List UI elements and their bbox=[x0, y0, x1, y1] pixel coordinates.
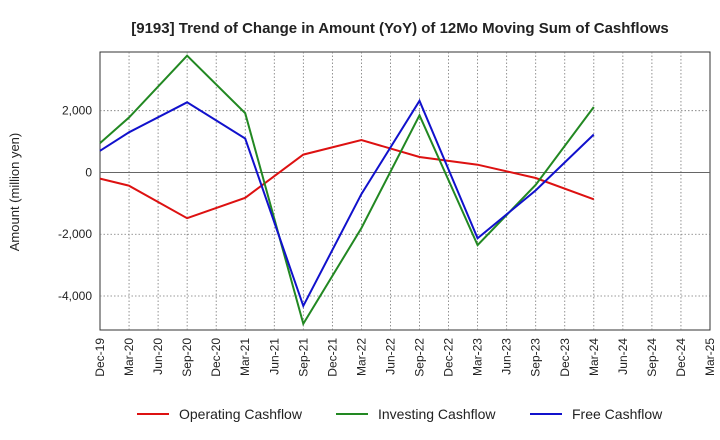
plot-frame bbox=[99, 51, 711, 331]
y-tick-label: 2,000 bbox=[62, 104, 92, 118]
x-tick-label: Dec-24 bbox=[674, 338, 688, 377]
x-tick-label: Mar-20 bbox=[122, 338, 136, 376]
x-tick-label: Mar-25 bbox=[703, 338, 717, 376]
legend: Operating Cashflow Investing Cashflow Free… bbox=[137, 406, 663, 422]
legend-label: Investing Cashflow bbox=[378, 406, 496, 422]
x-tick-label: Jun-24 bbox=[616, 338, 630, 375]
y-tick-label: 0 bbox=[85, 165, 92, 179]
x-tick-label: Sep-20 bbox=[180, 338, 194, 377]
legend-label: Free Cashflow bbox=[572, 406, 663, 422]
x-tick-label: Jun-20 bbox=[151, 338, 165, 375]
chart-title: [9193] Trend of Change in Amount (YoY) o… bbox=[131, 20, 669, 37]
x-tick-label: Dec-22 bbox=[442, 338, 456, 377]
x-tick-label: Dec-21 bbox=[325, 338, 339, 377]
x-tick-label: Mar-23 bbox=[471, 338, 485, 376]
x-tick-label: Dec-23 bbox=[558, 338, 572, 377]
x-tick-label: Mar-22 bbox=[354, 338, 368, 376]
legend-label: Operating Cashflow bbox=[179, 406, 303, 422]
x-tick-label: Jun-22 bbox=[383, 338, 397, 375]
x-tick-label: Mar-24 bbox=[587, 338, 601, 376]
x-tick-label: Sep-23 bbox=[529, 338, 543, 377]
y-tick-label: -4,000 bbox=[58, 289, 92, 303]
x-tick-label: Jun-23 bbox=[500, 338, 514, 375]
x-tick-label: Dec-20 bbox=[209, 338, 223, 377]
x-tick-label: Sep-24 bbox=[645, 338, 659, 377]
y-axis-label: Amount (million yen) bbox=[7, 133, 22, 252]
x-tick-label: Sep-22 bbox=[413, 338, 427, 377]
series-line-operating-cashflow bbox=[99, 138, 595, 220]
series-line-free-cashflow bbox=[99, 98, 595, 309]
x-tick-label: Mar-21 bbox=[238, 338, 252, 376]
x-tick-label: Dec-19 bbox=[93, 338, 107, 377]
x-tick-label: Jun-21 bbox=[267, 338, 281, 375]
x-tick-label: Sep-21 bbox=[296, 338, 310, 377]
y-tick-label: -2,000 bbox=[58, 227, 92, 241]
plot-area: 2,000 0 -2,000 -4,000 Dec-19 Mar-20 Jun-20 Sep-… bbox=[58, 51, 717, 377]
